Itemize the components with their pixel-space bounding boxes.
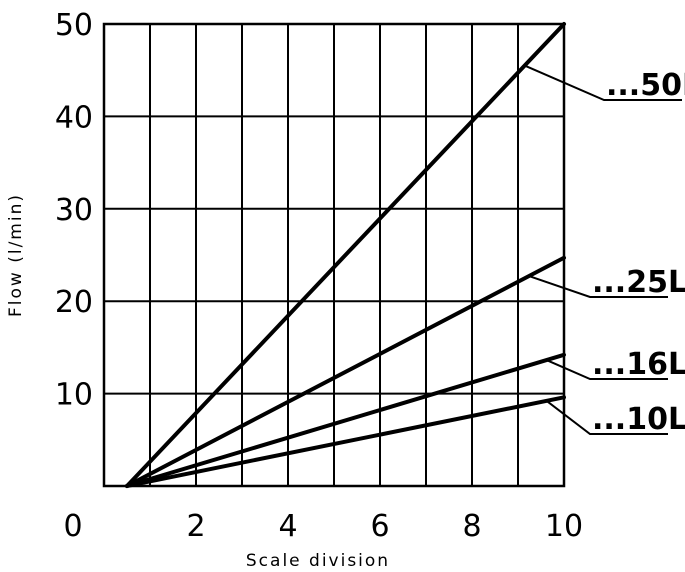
y-tick-label: 20 [55,285,93,320]
plot-frame [102,22,566,488]
series-line [125,255,566,488]
x-tick-label: 10 [545,509,583,544]
series-label: ...16L [592,347,685,382]
x-tick-label: 2 [186,509,205,544]
y-tick-label: 50 [55,8,93,43]
y-tick-label: 30 [55,193,93,228]
series-line [125,395,566,488]
series-lines [125,22,566,488]
series-leader-line [528,275,668,298]
series-leader-line [546,359,668,380]
series-label: ...25L [592,265,685,300]
x-tick-label: 4 [278,509,297,544]
series-leader-line [545,400,668,435]
series-leader-line [524,64,682,101]
series-labels: ...50L ...25L ...16L ...10L [524,64,685,437]
y-tick-label: 10 [55,378,93,413]
x-tick-label: 8 [462,509,481,544]
series-label: ...50L [606,68,685,103]
y-axis-title: Flow (l/min) [6,193,26,317]
y-tick-label: 40 [55,100,93,135]
x-tick-label: 0 [63,509,82,544]
grid [104,24,564,486]
series-line [125,22,566,488]
plot-area-border [102,22,566,488]
x-tick-label: 6 [370,509,389,544]
series-label: ...10L [592,402,685,437]
x-axis-title: Scale division [246,551,390,571]
series-line [125,352,566,488]
tick-labels: 0 2 4 6 8 10 10 20 30 40 50 [55,8,583,544]
